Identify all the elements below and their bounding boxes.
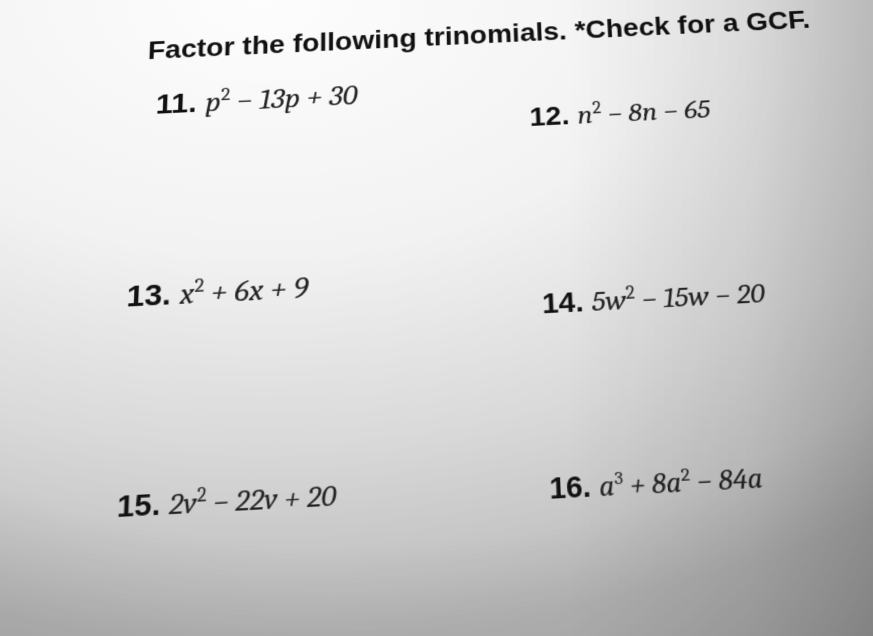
problem-number: 12. [529,101,570,132]
worksheet-sheet: Factor the following trinomials. *Check … [0,0,873,636]
problem-number: 15. [116,487,161,524]
problem-number: 13. [126,278,172,314]
problem-expression: n2 − 8n − 65 [577,94,712,131]
problem-expression: x2 + 6x + 9 [179,270,308,312]
problem-number: 11. [155,87,197,120]
page: Factor the following trinomials. *Check … [0,0,873,636]
problem-number: 16. [549,470,592,505]
problem-13: 13. x2 + 6x + 9 [126,268,309,315]
instructions-heading: Factor the following trinomials. *Check … [147,5,811,66]
problem-expression: 2v2 − 22v + 20 [168,478,336,522]
problem-15: 15. 2v2 − 22v + 20 [116,477,336,525]
problem-14: 14. 5w2 − 15w − 20 [541,276,766,321]
problem-expression: 5w2 − 15w − 20 [591,277,766,318]
problem-11: 11. p2 − 13p + 30 [155,77,357,121]
problem-expression: p2 − 13p + 30 [205,79,358,119]
problem-12: 12. n2 − 8n − 65 [529,93,711,133]
problem-number: 14. [541,286,584,320]
problem-expression: a3 + 8a2 − 84a [598,461,764,504]
problem-16: 16. a3 + 8a2 − 84a [549,460,764,506]
